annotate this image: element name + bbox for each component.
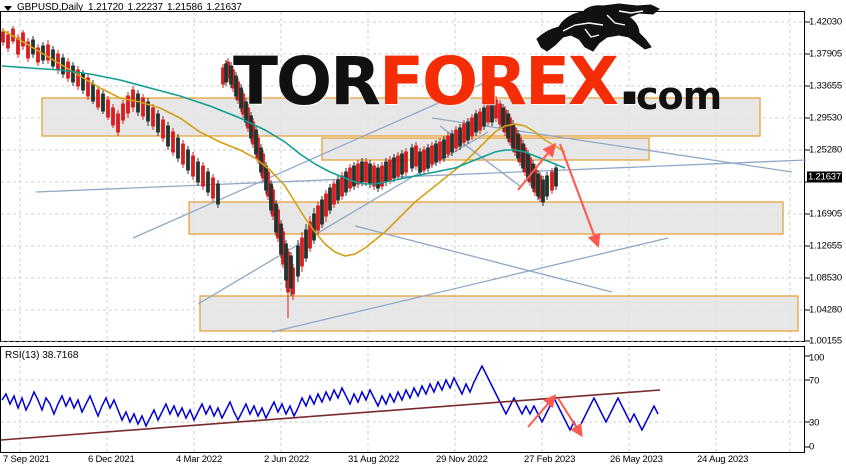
ohlc-close: 1.21637	[206, 2, 242, 13]
price-tick-8: 1.08530	[809, 272, 842, 284]
zone-rect-3[interactable]	[188, 201, 784, 235]
rsi-tick-70: 70	[809, 375, 820, 387]
ohlc-low: 1.21586	[166, 2, 203, 13]
trendline-6[interactable]	[431, 117, 793, 173]
date-tick-1: 6 Dec 2021	[88, 454, 135, 465]
zone-rect-4[interactable]	[199, 295, 799, 332]
date-tick-6: 27 Feb 2023	[524, 454, 576, 465]
chevron-down-icon[interactable]	[4, 5, 12, 11]
trendline-4[interactable]	[271, 237, 669, 333]
symbol-info-bar[interactable]: GBPUSD,Daily 1.21720 1.22237 1.21586 1.2163…	[4, 2, 246, 13]
price-tick-10: 1.00155	[809, 335, 842, 347]
symbol-label: GBPUSD,Daily	[17, 2, 84, 13]
price-tick-9: 1.04280	[809, 304, 842, 316]
trendline-1[interactable]	[35, 159, 807, 193]
price-tick-1: 1.37905	[809, 48, 842, 60]
price-tick-7: 1.12655	[809, 240, 842, 252]
date-tick-5: 29 Nov 2022	[436, 454, 488, 465]
price-tick-2: 1.33655	[809, 80, 842, 92]
date-tick-7: 26 May 2023	[610, 454, 663, 465]
ma-slow-line	[1, 65, 566, 185]
date-tick-4: 31 Aug 2022	[348, 454, 400, 465]
rsi-forecast-arrow-down[interactable]	[557, 397, 583, 438]
date-tick-0: 7 Sep 2021	[3, 454, 50, 465]
date-tick-8: 24 Aug 2023	[697, 454, 749, 465]
price-forecast-arrow-down[interactable]	[559, 143, 601, 248]
price-tick-6: 1.16905	[809, 208, 842, 220]
ma-fast-line	[1, 29, 566, 257]
date-tick-3: 2 Jun 2022	[264, 454, 310, 465]
ohlc-high: 1.22237	[127, 2, 164, 13]
price-tick-4: 1.25280	[809, 144, 842, 156]
rsi-grid	[1, 347, 804, 452]
price-tick-3: 1.29530	[809, 112, 842, 124]
candlestick-series[interactable]	[1, 26, 558, 318]
price-axis-ticks	[805, 21, 810, 448]
date-scale[interactable]: 7 Sep 2021 6 Dec 2021 4 Mar 2022 2 Jun 2…	[0, 453, 805, 471]
ohlc-values: 1.21720 1.22237 1.21586 1.21637	[88, 2, 246, 13]
date-tick-2: 4 Mar 2022	[176, 454, 223, 465]
price-tick-0: 1.42030	[809, 16, 842, 28]
price-forecast-arrows[interactable]	[517, 142, 601, 248]
price-scale[interactable]: 1.42030 1.37905 1.33655 1.29530 1.25280 …	[805, 0, 846, 471]
rsi-line	[1, 364, 659, 432]
rsi-tick-100: 100	[809, 352, 825, 364]
rsi-forecast-arrow-up[interactable]	[527, 394, 557, 428]
rsi-forecast-arrows[interactable]	[527, 394, 583, 438]
price-forecast-arrow-up[interactable]	[517, 142, 557, 191]
rsi-indicator-label: RSI(13) 38.7168	[5, 350, 79, 361]
supply-demand-zones[interactable]	[41, 97, 799, 332]
trendline-5[interactable]	[354, 225, 613, 293]
rsi-tick-30: 30	[809, 417, 820, 429]
price-tick-current: 1.21637	[807, 171, 842, 183]
ohlc-open: 1.21720	[88, 2, 124, 13]
rsi-tick-0: 0	[809, 441, 815, 453]
